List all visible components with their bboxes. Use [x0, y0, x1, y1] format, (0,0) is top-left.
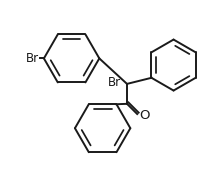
Text: O: O [139, 109, 149, 122]
Text: Br: Br [108, 76, 122, 89]
Text: Br: Br [26, 52, 39, 65]
